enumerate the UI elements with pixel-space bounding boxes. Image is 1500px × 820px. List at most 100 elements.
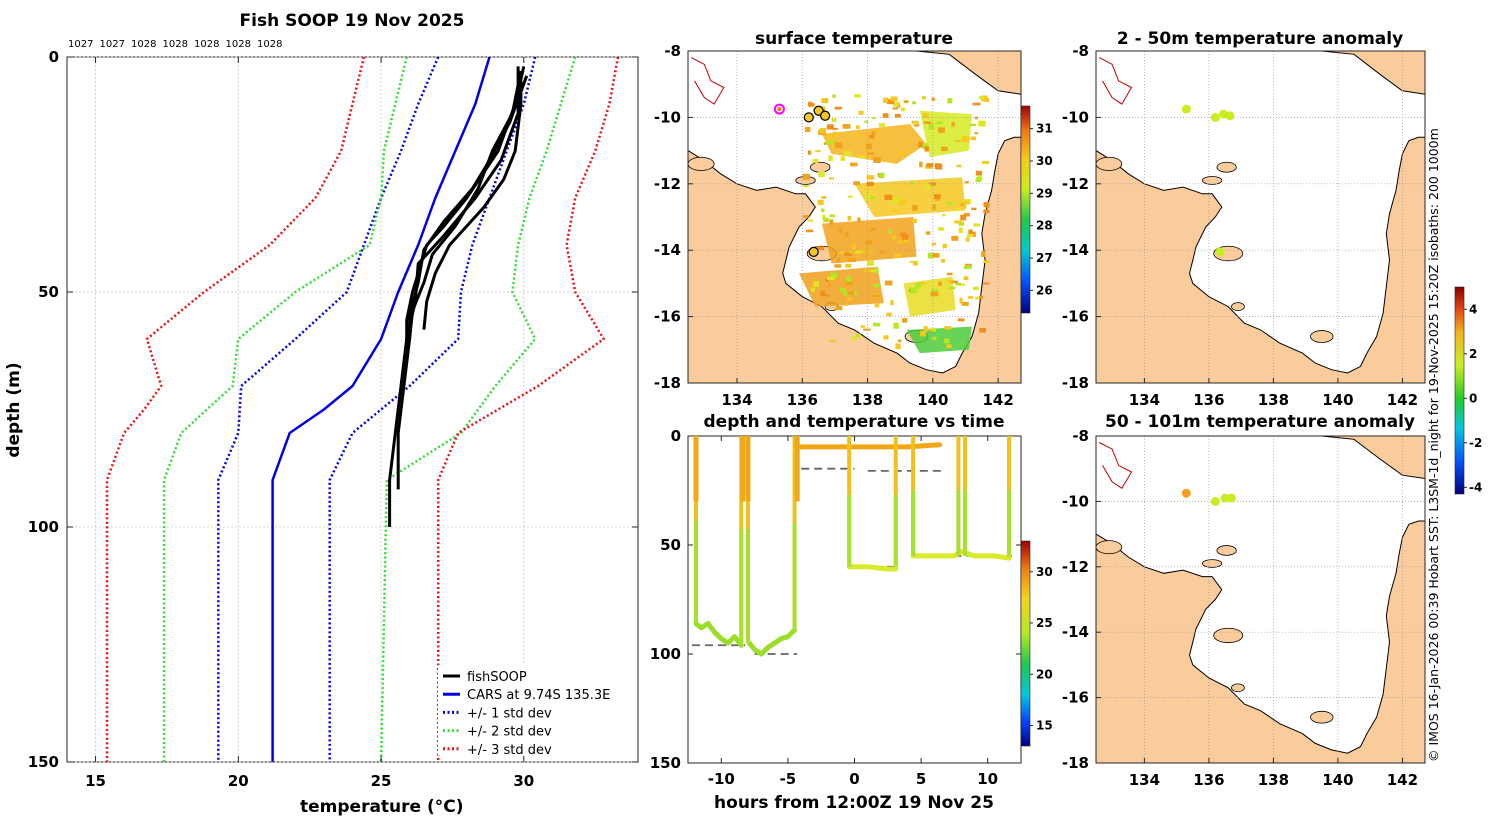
sst-pixel — [978, 295, 984, 299]
sst-pixel — [871, 131, 876, 135]
sst-pixel — [883, 335, 889, 340]
sst-pixel — [915, 282, 921, 289]
sst-pixel — [946, 272, 953, 276]
sst-pixel — [892, 101, 900, 107]
x-axis-label: temperature (°C) — [300, 797, 464, 817]
sst-pixel — [956, 164, 962, 168]
sst-pixel — [935, 121, 943, 125]
sst-pixel — [923, 121, 931, 124]
sst-pixel — [895, 343, 901, 350]
time-axis-label: hours from 12:00Z 19 Nov 25 — [714, 793, 994, 813]
station-marker — [803, 112, 814, 123]
sst-pixel — [865, 193, 870, 200]
sst-pixel — [844, 252, 853, 257]
surface-temperature-panel: 134 136 138 140 142 -8 -10 -12 -14 -16 -18 surface… — [654, 29, 1053, 409]
track-segment — [846, 564, 899, 572]
sst-pixel — [906, 140, 911, 144]
sst-pixel — [975, 177, 982, 183]
sst-pixel — [817, 199, 824, 206]
sst-pixel — [884, 194, 893, 200]
sst-pixel — [918, 141, 923, 148]
sst-pixel — [931, 97, 936, 101]
sst-pixel — [815, 150, 821, 153]
sst-pixel — [871, 116, 876, 119]
sst-pixel — [854, 291, 858, 296]
sst-pixel — [975, 296, 979, 300]
footer-note: © IMOS 16-Jan-2026 00:39 Hobart SST: L3S… — [1426, 128, 1441, 762]
isobath — [1098, 57, 1133, 105]
sst-pixel — [979, 328, 987, 333]
sst-pixel — [844, 280, 853, 286]
isobath — [1098, 442, 1133, 490]
sst-pixel — [943, 338, 950, 344]
sst-pixel — [983, 260, 990, 264]
sst-pixel — [891, 235, 897, 240]
sst-pixel — [839, 250, 845, 255]
sst-pixel — [878, 123, 886, 127]
cast-segment — [963, 489, 968, 556]
track-segment — [794, 442, 943, 450]
sst-pixel — [931, 336, 937, 341]
sst-pixel — [843, 290, 848, 296]
sst-pixel — [903, 237, 909, 243]
y-axis-label: depth (m) — [4, 362, 24, 457]
sst-patch — [799, 266, 884, 307]
sst-pixel — [823, 142, 828, 145]
lat-tick-label: -14 — [1062, 241, 1089, 259]
sst-pixel — [958, 227, 963, 234]
anomaly-2-50m-panel: 134 136 138 140 142 -8 -10 -12 -14 -16 -18 2 - 50m… — [1062, 29, 1426, 409]
sst-pixel — [910, 287, 918, 294]
sst-pixel — [850, 162, 858, 167]
sst-pixel — [839, 287, 846, 292]
anomaly-50-101m-panel: 134 136 138 140 142 -8 -10 -12 -14 -16 -18 50 - 10… — [1062, 286, 1482, 789]
sst-pixel — [938, 127, 945, 133]
legend-entry: fishSOOP — [467, 670, 527, 685]
sst-pixel — [803, 184, 809, 188]
profile-ticks: 15 20 25 30 0 50 100 150 — [28, 48, 638, 790]
island — [1213, 627, 1244, 644]
colorbar-tick-label: -2 — [1469, 436, 1482, 450]
legend-entry: +/- 3 std dev — [467, 743, 552, 758]
sst-pixel — [942, 243, 947, 249]
sst-pixel — [884, 280, 893, 286]
lat-tick-label: -10 — [1062, 108, 1089, 126]
sst-pixel — [897, 150, 905, 154]
profile-grid — [67, 56, 638, 763]
island — [1310, 710, 1334, 724]
anomaly-points — [1181, 104, 1235, 257]
colorbar-tick-label: 30 — [1036, 565, 1053, 579]
station-markers — [773, 103, 831, 257]
sst-pixel — [831, 118, 837, 123]
sst-pixel — [847, 216, 852, 221]
x-tick-label: 15 — [85, 772, 106, 790]
lon-tick-label: 140 — [1322, 771, 1353, 789]
sst-pixel — [890, 300, 894, 306]
lon-tick-label: 138 — [1258, 771, 1289, 789]
track-segment — [746, 627, 798, 657]
cast-top — [693, 436, 699, 502]
cast-top — [794, 436, 800, 502]
sst-colorbar-ticks: 26 27 28 29 30 31 — [1030, 122, 1053, 297]
sst-pixel — [934, 163, 941, 170]
sst-pixel — [982, 282, 990, 285]
cast-segment — [956, 489, 961, 556]
track-segment — [693, 621, 744, 648]
sst-pixel — [969, 123, 977, 126]
sst-pixel — [829, 214, 836, 218]
sst-pixel — [947, 98, 953, 104]
sst-patch — [919, 110, 972, 158]
sst-pixel — [913, 260, 918, 266]
sst-pixel — [807, 219, 814, 222]
sst-pixel — [826, 139, 835, 145]
sst-pixel — [802, 173, 810, 180]
sst-pixel — [971, 207, 977, 211]
sst-pixel — [846, 276, 852, 282]
sst-pixel — [844, 151, 852, 156]
sst-pixel — [981, 251, 986, 258]
legend: fishSOOP CARS at 9.74S 135.3E +/- 1 std de… — [438, 665, 628, 758]
mainland — [1096, 520, 1425, 763]
map-grid — [1096, 51, 1425, 383]
lat-tick-label: -12 — [654, 175, 681, 193]
lat-tick-label: -12 — [1062, 175, 1089, 193]
